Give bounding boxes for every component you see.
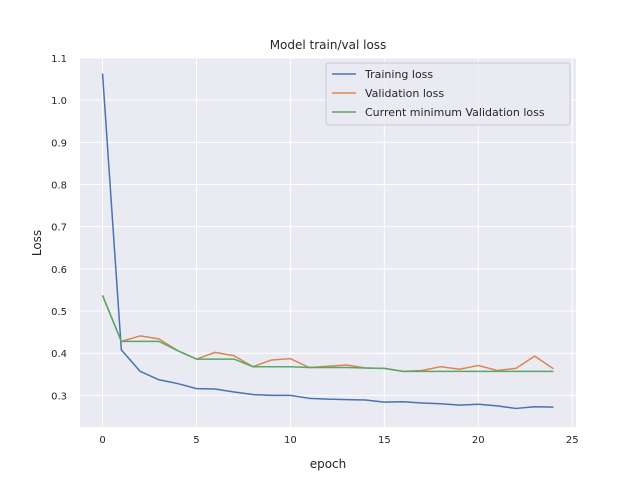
x-axis-label: epoch (310, 457, 347, 471)
legend-label-min-validation: Current minimum Validation loss (365, 106, 545, 119)
x-tick-label: 15 (378, 435, 391, 446)
legend-box (325, 62, 571, 126)
y-axis-label: Loss (30, 230, 44, 256)
y-tick-label: 0.7 (51, 223, 67, 234)
y-tick-label: 0.8 (51, 181, 67, 192)
x-tick-labels: 0 5 10 15 20 25 (99, 435, 578, 446)
y-tick-label: 1.0 (51, 96, 67, 107)
y-tick-label: 0.6 (51, 265, 67, 276)
y-tick-labels: 0.3 0.4 0.5 0.6 0.7 0.8 0.9 1.0 1.1 (51, 54, 67, 402)
x-tick-label: 0 (99, 435, 105, 446)
series-line-2 (101, 295, 554, 373)
chart-title: Model train/val loss (270, 38, 387, 52)
y-tick-label: 0.5 (51, 307, 67, 318)
legend-label-training: Training loss (364, 68, 433, 81)
x-tick-label: 10 (284, 435, 297, 446)
series-lines (101, 73, 554, 410)
series-line-0 (101, 73, 554, 410)
legend: Training loss Validation loss Current mi… (325, 62, 571, 126)
y-tick-label: 0.9 (51, 138, 67, 149)
x-tick-label: 5 (193, 435, 199, 446)
y-tick-label: 0.3 (51, 391, 67, 402)
y-tick-label: 0.4 (51, 349, 67, 360)
y-tick-label: 1.1 (51, 54, 67, 65)
legend-label-validation: Validation loss (365, 87, 444, 100)
x-tick-label: 20 (472, 435, 485, 446)
x-tick-label: 25 (566, 435, 579, 446)
